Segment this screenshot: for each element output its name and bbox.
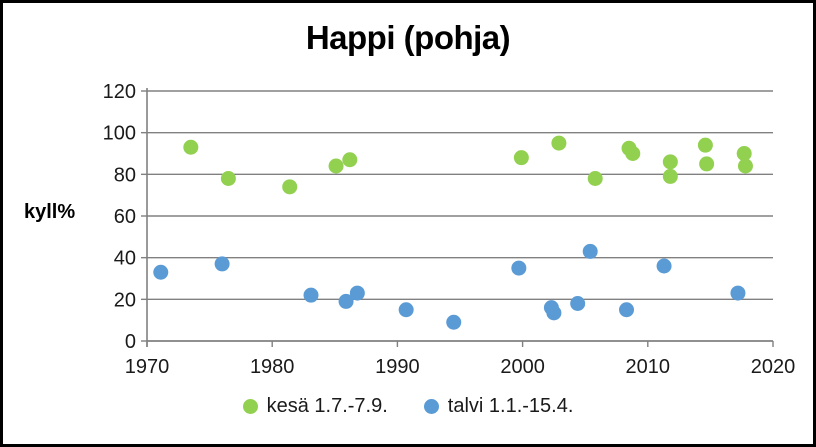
x-tick-label: 2020: [751, 356, 796, 378]
talvi-series-marker-icon: [423, 399, 439, 414]
data-point-talvi: [446, 314, 462, 330]
y-tick-label: 60: [114, 206, 136, 228]
legend-label-kesa: kesä 1.7.-7.9.: [266, 395, 388, 417]
data-point-talvi: [582, 243, 598, 259]
data-point-kesa: [551, 135, 567, 151]
data-point-kesa: [183, 139, 199, 155]
data-point-kesa: [662, 168, 678, 184]
data-point-kesa: [737, 158, 753, 174]
data-point-talvi: [349, 285, 365, 301]
data-point-talvi: [730, 285, 746, 301]
scatter-plot-canvas: 0 20 40 60 80 100 120 1970 1980 1990 2000 2010 2020: [103, 81, 796, 378]
kesa-series-marker-icon: [242, 399, 258, 414]
data-point-talvi: [619, 302, 635, 318]
data-point-kesa: [220, 171, 236, 186]
y-tick-label: 80: [114, 164, 136, 186]
legend: kesä 1.7.-7.9. talvi 1.1.-15.4.: [3, 395, 813, 418]
x-tick-label: 2010: [626, 356, 671, 378]
x-tick-label: 1980: [250, 356, 295, 378]
data-point-talvi: [511, 260, 527, 276]
y-tick-label: 100: [103, 123, 136, 145]
data-point-kesa: [342, 152, 358, 168]
data-point-kesa: [697, 137, 713, 153]
data-point-kesa: [699, 156, 715, 172]
data-point-kesa: [282, 179, 298, 195]
y-tick-label: 0: [125, 331, 136, 353]
x-tick-label: 1970: [125, 356, 170, 378]
data-point-kesa: [328, 158, 344, 174]
data-point-kesa: [662, 154, 678, 170]
data-point-kesa: [625, 146, 641, 161]
legend-label-talvi: talvi 1.1.-15.4.: [447, 395, 574, 417]
data-point-talvi: [398, 302, 414, 318]
x-tick-label: 2000: [500, 356, 545, 378]
data-point-talvi: [338, 293, 354, 309]
y-axis-label: kyll%: [24, 201, 76, 223]
data-point-talvi: [303, 287, 319, 303]
y-tick-label: 20: [114, 289, 136, 311]
x-tick-label: 1990: [375, 356, 420, 378]
y-tick-label: 120: [103, 81, 136, 103]
chart-title: Happi (pohja): [305, 19, 511, 56]
y-tick-label: 40: [114, 248, 136, 270]
data-point-talvi: [214, 256, 230, 272]
legend-item-kesa: kesä 1.7.-7.9.: [242, 395, 388, 418]
data-point-kesa: [736, 146, 752, 161]
data-point-talvi: [153, 264, 169, 280]
data-point-talvi: [570, 296, 586, 311]
data-point-kesa: [587, 171, 603, 186]
legend-item-talvi: talvi 1.1.-15.4.: [423, 395, 574, 418]
data-point-kesa: [513, 150, 529, 166]
data-point-talvi: [656, 258, 672, 274]
data-point-talvi: [546, 305, 562, 321]
